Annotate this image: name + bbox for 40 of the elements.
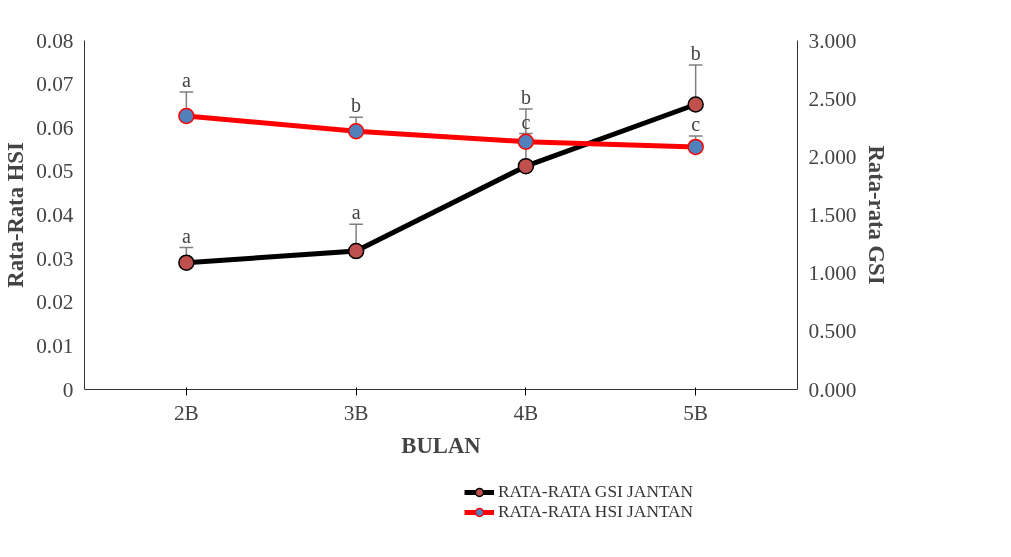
y-tick-label: 0.01 [36, 333, 74, 358]
point [517, 133, 535, 150]
legend-label: RATA-RATA HSI JANTAN [498, 502, 694, 522]
y-tick-label: 0.08 [36, 28, 74, 53]
y-tick-label: 0.06 [36, 115, 74, 140]
y2-tick-label: 3.000 [808, 28, 857, 53]
x-tick-label: 4B [513, 400, 539, 425]
y2-tick-label: 0.000 [808, 377, 857, 402]
y2-tick-label: 2.500 [808, 86, 857, 111]
x-tick-label: 3B [343, 400, 369, 425]
x-tick-label: 2B [173, 400, 199, 425]
point [687, 96, 704, 113]
data-label: b [520, 85, 531, 108]
y2-tick-label: 2.000 [808, 144, 857, 169]
data-label: a [351, 201, 361, 224]
x-tick-label: 5B [683, 400, 709, 425]
data-label: a [181, 68, 191, 91]
point [178, 107, 195, 125]
data-label: a [181, 224, 191, 247]
y2-tick-label: 1.500 [808, 203, 857, 227]
point [347, 242, 365, 260]
point [178, 254, 195, 271]
y-tick-label: 0.03 [36, 246, 74, 271]
y2-tick-label: 1.000 [808, 261, 857, 286]
y-tick-label: 0.05 [36, 159, 74, 184]
point [517, 157, 535, 175]
y2-tick-label: 0.500 [808, 319, 857, 344]
data-label: c [691, 113, 701, 136]
y-tick-label: 0.04 [36, 203, 74, 227]
point [347, 123, 365, 140]
y2-axis-title: Rata-rata GSI [864, 145, 890, 285]
y-tick-label: 0.02 [36, 290, 74, 315]
data-label: b [351, 94, 362, 117]
y-axis-title: Rata-Rata HSI [3, 142, 29, 288]
legend-label: RATA-RATA GSI JANTAN [498, 482, 694, 502]
y-tick-label: 0.07 [36, 72, 74, 97]
data-label: b [690, 41, 701, 64]
point [687, 138, 704, 156]
x-axis-title: BULAN [401, 432, 482, 458]
y-tick-label: 0 [62, 377, 74, 402]
